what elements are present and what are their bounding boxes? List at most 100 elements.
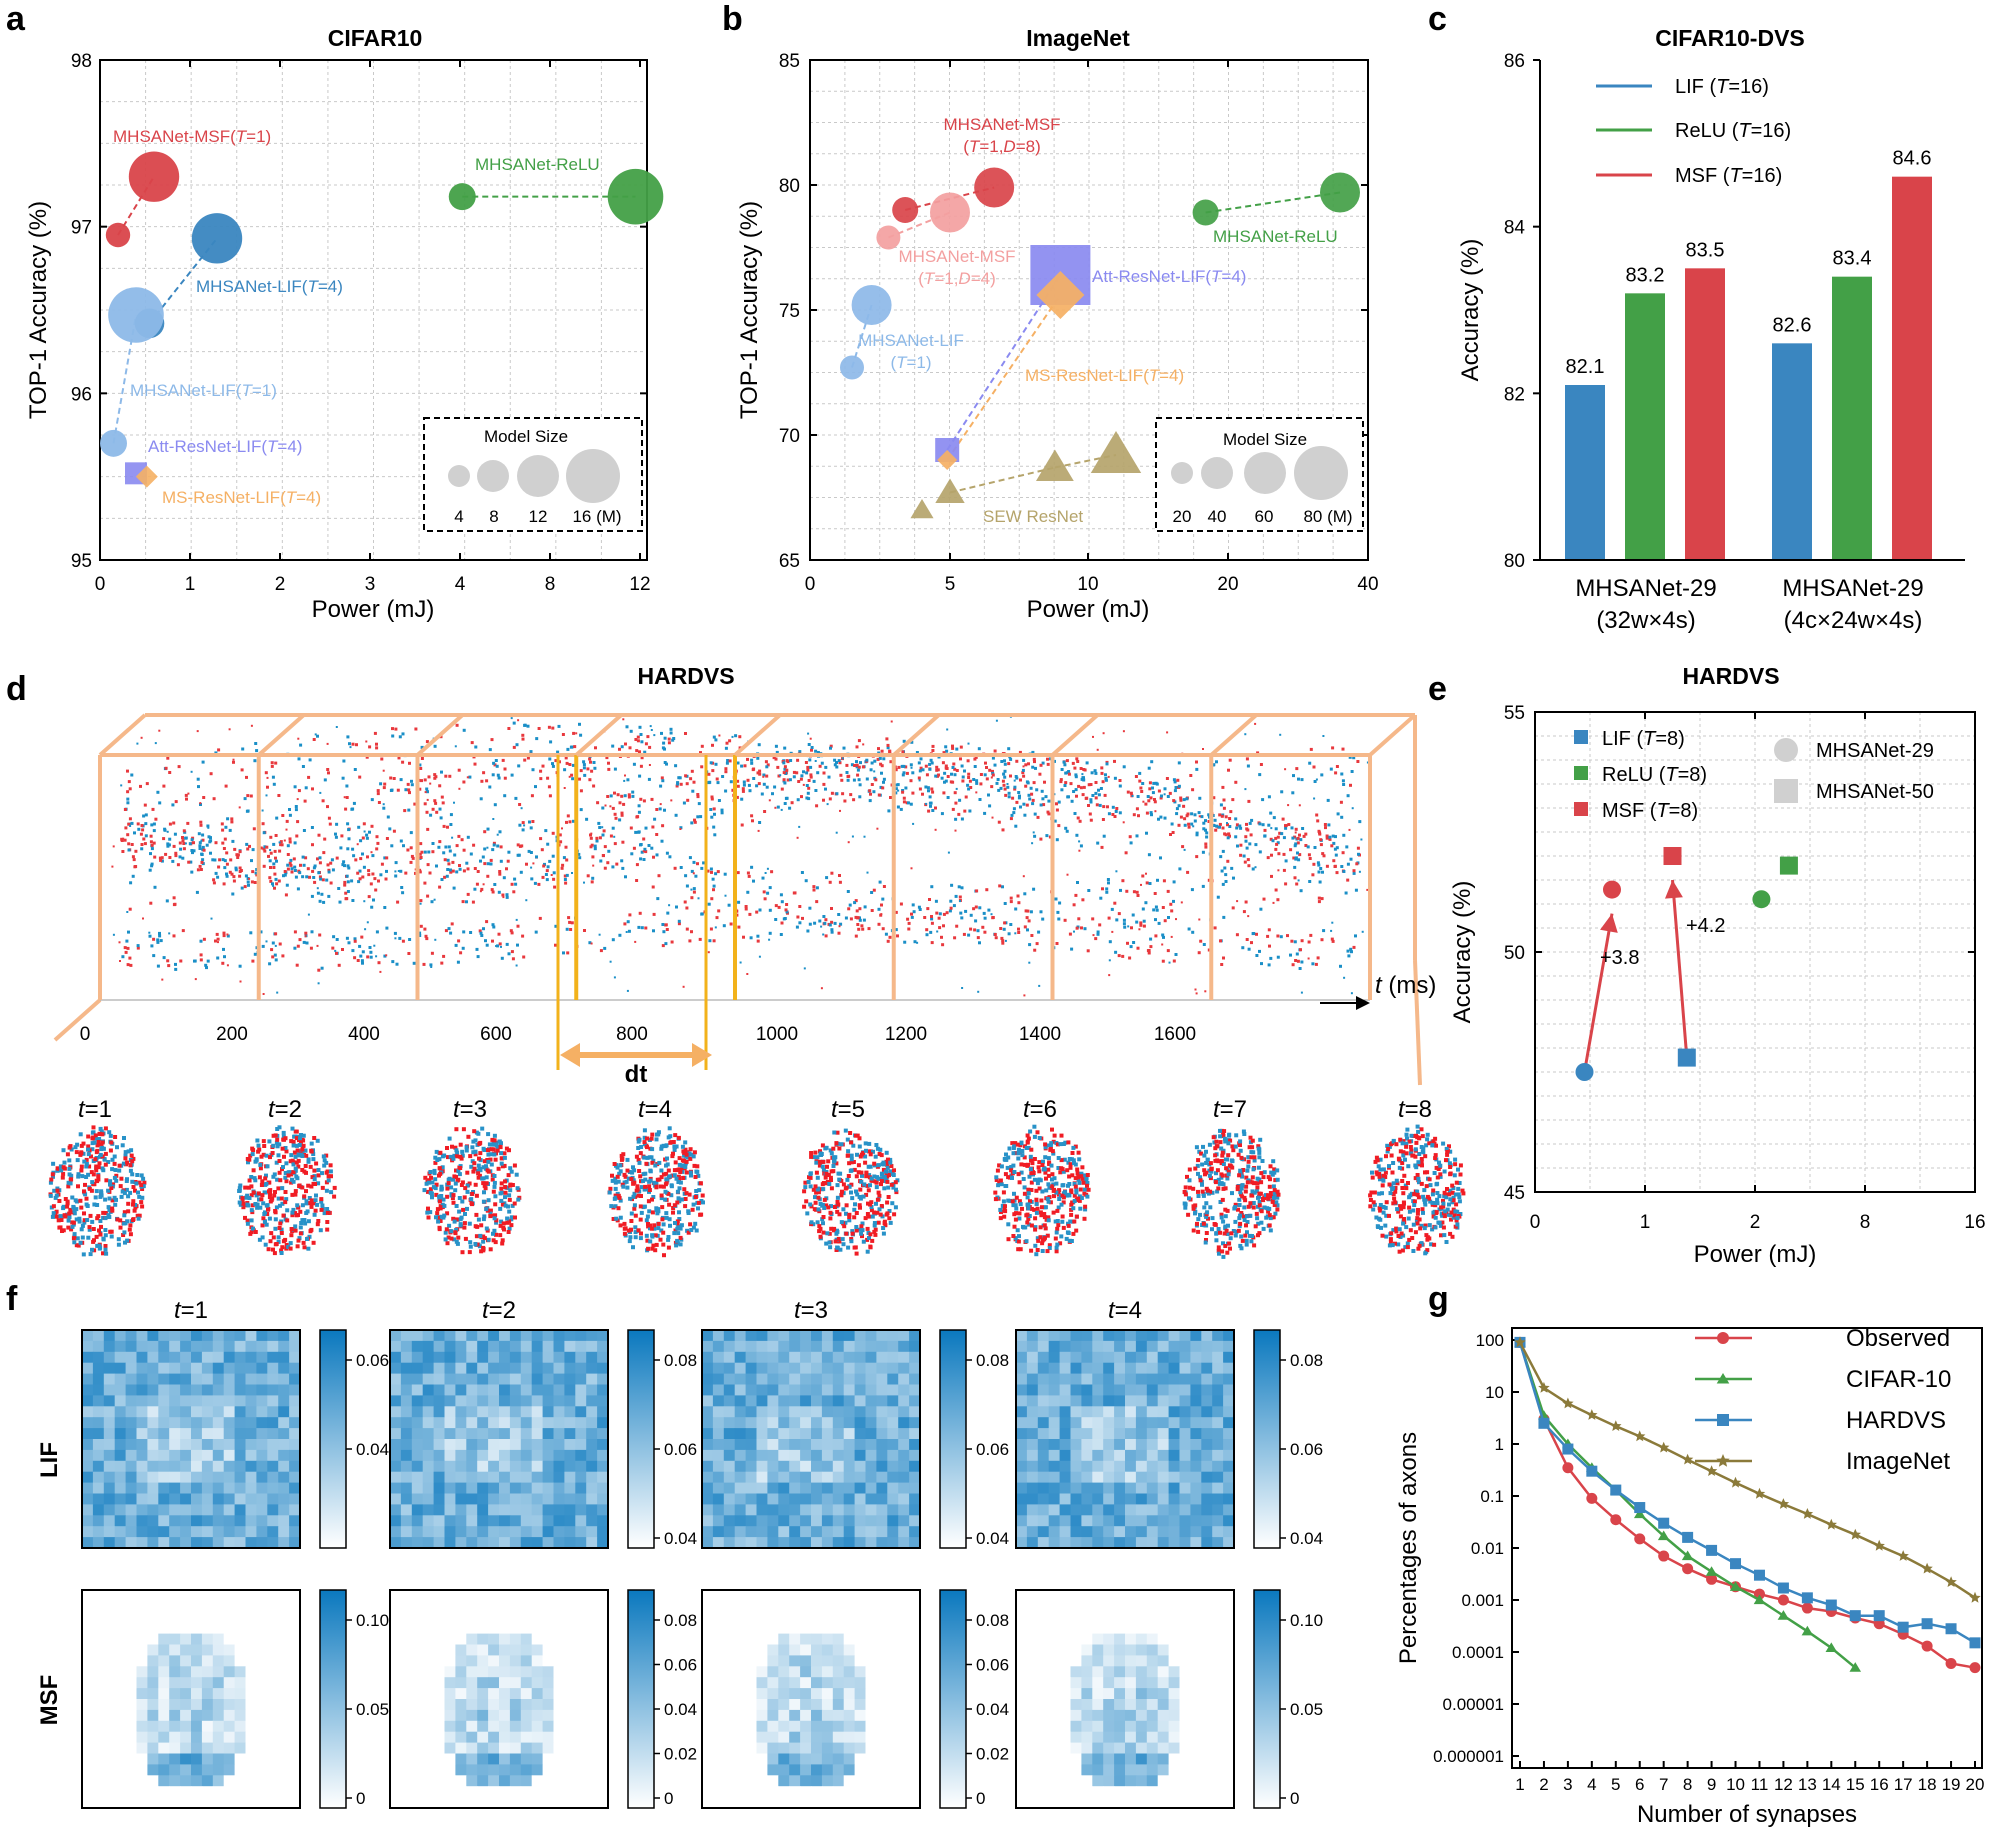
frame-event — [673, 1160, 678, 1165]
event-point — [1299, 948, 1302, 952]
event-point — [413, 802, 417, 806]
frame-event — [507, 1219, 512, 1224]
frame-event — [69, 1210, 74, 1215]
frame-event — [86, 1172, 91, 1177]
noise-event — [916, 941, 919, 944]
event-point — [171, 859, 175, 863]
event-point — [1263, 828, 1267, 832]
frame-event — [98, 1232, 103, 1237]
frame-event — [646, 1246, 651, 1251]
event-point — [880, 771, 883, 775]
event-point — [1085, 761, 1089, 765]
event-point — [941, 943, 945, 947]
event-point — [946, 796, 950, 799]
event-point — [1349, 783, 1352, 787]
event-point — [283, 873, 287, 877]
frame-event — [642, 1128, 647, 1133]
noise-event — [590, 832, 593, 835]
frame-event — [86, 1235, 91, 1240]
event-point — [729, 780, 733, 784]
event-point — [984, 761, 987, 765]
event-point — [1274, 847, 1278, 851]
event-point — [951, 780, 955, 784]
frame-event — [631, 1165, 635, 1170]
frame-event — [445, 1186, 450, 1191]
event-point — [601, 806, 605, 810]
frame-event — [313, 1208, 318, 1213]
frame-event — [631, 1194, 636, 1199]
frame-event — [78, 1132, 83, 1137]
noise-event — [947, 851, 950, 854]
frame-event — [507, 1193, 512, 1198]
event-point — [1130, 926, 1133, 930]
noise-event — [1247, 915, 1250, 918]
frame-event — [89, 1154, 93, 1159]
event-point — [1129, 791, 1133, 795]
noise-event — [768, 938, 771, 941]
event-point — [1246, 764, 1250, 768]
event-point — [250, 880, 254, 884]
event-point — [449, 813, 453, 817]
frame-event — [78, 1240, 83, 1245]
frame-event — [682, 1153, 687, 1158]
event-point — [420, 757, 424, 760]
event-point — [370, 798, 374, 802]
noise-event — [1279, 733, 1282, 736]
frame-event — [324, 1160, 329, 1165]
frame-label: t=1 — [78, 1096, 112, 1123]
event-point — [253, 759, 257, 763]
event-point — [977, 747, 981, 751]
event-point — [190, 849, 194, 852]
noise-event — [278, 841, 281, 844]
frame-event — [52, 1188, 57, 1193]
event-point — [366, 855, 369, 859]
event-point — [605, 756, 609, 760]
event-point — [938, 926, 942, 930]
frame-event — [66, 1180, 71, 1185]
event-point — [1275, 842, 1279, 846]
frame-event — [485, 1168, 490, 1173]
noise-event — [590, 942, 593, 945]
event-point — [869, 768, 873, 772]
event-point — [1015, 776, 1019, 780]
frame-event — [618, 1198, 623, 1203]
frame-event — [831, 1164, 836, 1168]
event-point — [858, 783, 862, 787]
frame-event — [266, 1247, 271, 1252]
cube-edge — [416, 713, 464, 757]
event-point — [212, 797, 216, 801]
event-point — [1218, 813, 1222, 817]
event-point — [167, 964, 171, 968]
frame-event — [678, 1168, 683, 1173]
event-point — [521, 733, 525, 737]
event-point — [1030, 792, 1034, 796]
event-point — [1224, 873, 1228, 877]
event-point — [198, 844, 202, 848]
frame-event — [661, 1222, 666, 1227]
event-point — [596, 801, 600, 805]
event-point — [355, 743, 358, 747]
event-point — [1026, 928, 1029, 932]
frame-event — [885, 1165, 890, 1170]
frame-event — [854, 1174, 859, 1179]
frame-event — [613, 1193, 618, 1198]
data-point — [108, 287, 164, 343]
noise-event — [366, 921, 369, 924]
frame-event — [492, 1216, 497, 1221]
event-point — [1219, 803, 1223, 807]
event-point — [541, 875, 545, 879]
frame-event — [296, 1164, 301, 1169]
event-point — [141, 828, 145, 832]
data-point — [191, 213, 243, 264]
frame-event — [274, 1140, 279, 1145]
data-point — [128, 151, 180, 202]
event-point — [128, 907, 132, 911]
frame-event — [451, 1156, 456, 1161]
frame-event — [67, 1145, 72, 1150]
noise-event — [731, 735, 734, 738]
event-point — [516, 853, 520, 857]
event-point — [223, 837, 227, 841]
event-point — [1097, 788, 1100, 792]
event-point — [149, 840, 153, 844]
event-point — [399, 869, 403, 873]
